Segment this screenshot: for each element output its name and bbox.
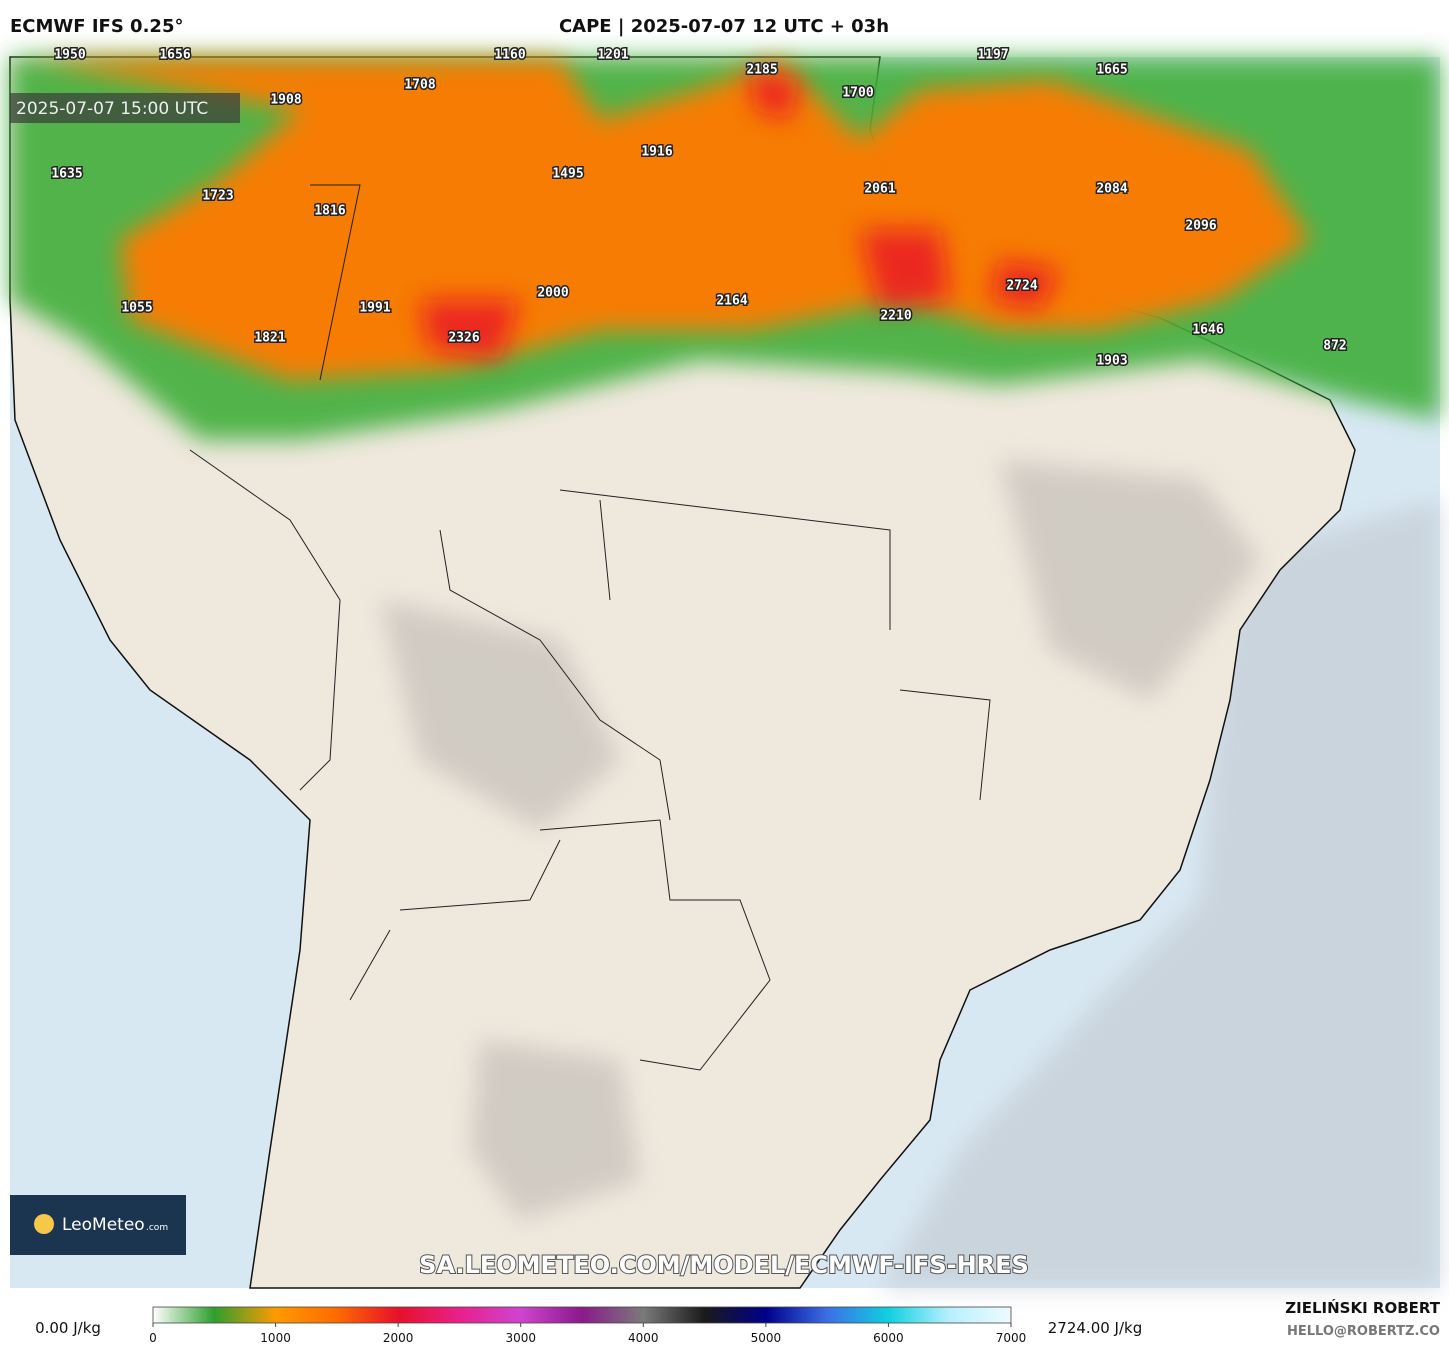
- point-value: 2000: [537, 286, 568, 301]
- map: [9, 56, 1440, 1289]
- colorbar-tick-label: 5000: [751, 1331, 782, 1345]
- point-value: 1708: [404, 78, 435, 93]
- colorbar-tick-label: 2000: [383, 1331, 414, 1345]
- point-value: 1908: [270, 93, 301, 108]
- point-value: 1656: [159, 48, 190, 63]
- valid-time: 2025-07-07 15:00 UTC: [16, 99, 208, 119]
- ocean-clouds: [880, 500, 1440, 1288]
- contact: HELLO@ROBERTZ.CO: [1287, 1324, 1440, 1339]
- point-value: 2164: [716, 294, 747, 309]
- point-value: 1665: [1096, 63, 1127, 78]
- point-value: 2326: [448, 331, 479, 346]
- logo-suffix: .com: [146, 1223, 168, 1233]
- colorbar-tick-label: 4000: [628, 1331, 659, 1345]
- point-value: 1816: [314, 204, 345, 219]
- point-value: 2185: [746, 63, 777, 78]
- point-value: 1160: [494, 48, 525, 63]
- author: ZIELIŃSKI ROBERT: [1285, 1298, 1440, 1317]
- colorbar-tick-label: 3000: [505, 1331, 536, 1345]
- point-value: 872: [1323, 339, 1346, 354]
- borders: [189, 184, 991, 1071]
- colorbar-tick-label: 6000: [873, 1331, 904, 1345]
- point-value: 2096: [1185, 219, 1216, 234]
- colorbar-tick-label: 0: [149, 1331, 157, 1345]
- colorbar-tick-label: 1000: [260, 1331, 291, 1345]
- point-values: 1950 1656 1160 1201 1197 1708 1908 2185 1665 1700…: [50, 46, 1348, 370]
- point-value: 1646: [1192, 323, 1223, 338]
- point-value: 1821: [254, 331, 285, 346]
- cloud-shading: [380, 460, 1260, 1220]
- point-value: 1495: [552, 167, 583, 182]
- point-value: 2210: [880, 309, 911, 324]
- point-value: 1635: [51, 167, 82, 182]
- colorbar-tick-label: 7000: [996, 1331, 1027, 1345]
- logo-sun: [34, 1214, 54, 1234]
- point-value: 1991: [359, 301, 390, 316]
- point-value: 1903: [1096, 354, 1127, 369]
- colorbar-max: 2724.00 J/kg: [1048, 1319, 1142, 1337]
- point-value: 2061: [864, 182, 895, 197]
- point-value: 2084: [1096, 182, 1127, 197]
- map-title: CAPE | 2025-07-07 12 UTC + 03h: [559, 16, 889, 37]
- watermark: SA.LEOMETEO.COM/MODEL/ECMWF-IFS-HRES: [419, 1251, 1029, 1279]
- point-value: 1700: [842, 86, 873, 101]
- point-value: 1950: [54, 48, 85, 63]
- valid-time-box: [10, 93, 240, 123]
- point-value: 1197: [977, 48, 1008, 63]
- point-value: 1916: [641, 145, 672, 160]
- cape-high: [420, 70, 1060, 360]
- point-value: 2724: [1006, 279, 1037, 294]
- colorbar-min: 0.00 J/kg: [35, 1319, 101, 1337]
- model-name: ECMWF IFS 0.25°: [10, 16, 183, 37]
- point-value: 1201: [597, 48, 628, 63]
- logo-name: LeoMeteo: [62, 1215, 145, 1235]
- point-value: 1055: [121, 301, 152, 316]
- colorbar: [152, 1306, 1012, 1324]
- point-value: 1723: [202, 189, 233, 204]
